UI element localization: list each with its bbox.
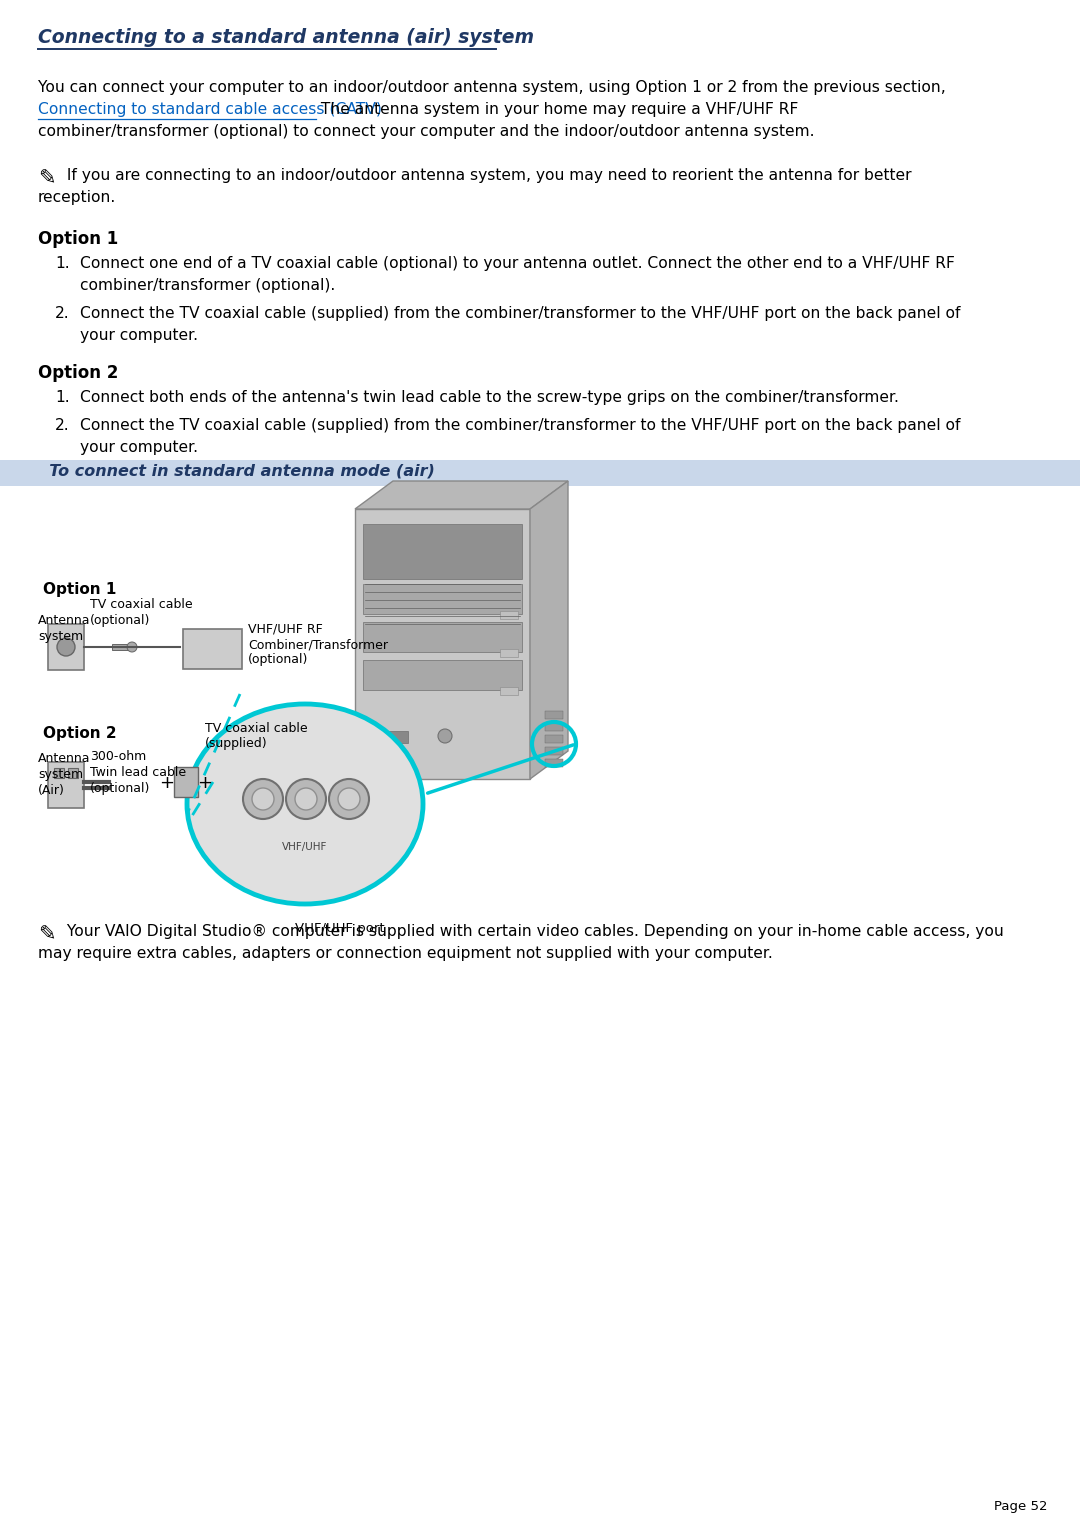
Text: The antenna system in your home may require a VHF/UHF RF: The antenna system in your home may requ… xyxy=(316,102,798,118)
Text: (supplied): (supplied) xyxy=(205,736,268,750)
Circle shape xyxy=(57,639,75,656)
Text: Connecting to standard cable access (CATV): Connecting to standard cable access (CAT… xyxy=(38,102,382,118)
Text: Option 2: Option 2 xyxy=(38,364,119,382)
Text: TV coaxial cable: TV coaxial cable xyxy=(205,723,308,735)
Polygon shape xyxy=(530,481,568,779)
Text: VHF/UHF RF: VHF/UHF RF xyxy=(248,623,323,636)
FancyBboxPatch shape xyxy=(48,623,84,669)
Text: ✎: ✎ xyxy=(38,924,55,944)
Circle shape xyxy=(338,788,360,810)
Text: Combiner/Transformer: Combiner/Transformer xyxy=(248,639,388,651)
Bar xyxy=(545,735,563,743)
Bar xyxy=(355,509,530,779)
Bar xyxy=(363,524,522,579)
Text: your computer.: your computer. xyxy=(80,329,198,342)
Text: reception.: reception. xyxy=(38,189,117,205)
Bar xyxy=(500,611,518,619)
Text: Option 1: Option 1 xyxy=(43,582,117,597)
Text: 1.: 1. xyxy=(55,257,69,270)
Text: 1.: 1. xyxy=(55,390,69,405)
Bar xyxy=(363,584,522,614)
Bar xyxy=(363,730,383,743)
Bar xyxy=(54,769,64,778)
Text: Connect one end of a TV coaxial cable (optional) to your antenna outlet. Connect: Connect one end of a TV coaxial cable (o… xyxy=(80,257,955,270)
Circle shape xyxy=(252,788,274,810)
Text: TV coaxial cable: TV coaxial cable xyxy=(90,597,192,611)
Bar xyxy=(545,723,563,730)
Text: (optional): (optional) xyxy=(248,652,309,666)
Text: VHF/UHF: VHF/UHF xyxy=(282,842,327,853)
Ellipse shape xyxy=(187,704,423,905)
Text: 2.: 2. xyxy=(55,419,69,432)
FancyBboxPatch shape xyxy=(174,767,198,798)
Bar xyxy=(363,660,522,691)
Bar xyxy=(500,688,518,695)
Text: your computer.: your computer. xyxy=(80,440,198,455)
Text: Connect the TV coaxial cable (supplied) from the combiner/transformer to the VHF: Connect the TV coaxial cable (supplied) … xyxy=(80,306,960,321)
Text: Option 2: Option 2 xyxy=(43,726,117,741)
Text: ✎: ✎ xyxy=(38,168,55,188)
Text: system: system xyxy=(38,630,83,643)
Text: Connect both ends of the antenna's twin lead cable to the screw-type grips on th: Connect both ends of the antenna's twin … xyxy=(80,390,899,405)
Circle shape xyxy=(243,779,283,819)
Text: 2.: 2. xyxy=(55,306,69,321)
Bar xyxy=(363,622,522,652)
Bar xyxy=(388,730,408,743)
Bar xyxy=(545,711,563,720)
Circle shape xyxy=(286,779,326,819)
Text: (optional): (optional) xyxy=(90,614,150,626)
Text: (optional): (optional) xyxy=(90,782,150,795)
Text: Option 1: Option 1 xyxy=(38,231,118,248)
FancyBboxPatch shape xyxy=(183,630,242,669)
Bar xyxy=(112,643,132,649)
Text: +: + xyxy=(160,775,175,792)
Text: Connecting to a standard antenna (air) system: Connecting to a standard antenna (air) s… xyxy=(38,28,534,47)
Text: may require extra cables, adapters or connection equipment not supplied with you: may require extra cables, adapters or co… xyxy=(38,946,773,961)
Text: system: system xyxy=(38,769,83,781)
Text: To connect in standard antenna mode (air): To connect in standard antenna mode (air… xyxy=(38,465,435,478)
Text: combiner/transformer (optional) to connect your computer and the indoor/outdoor : combiner/transformer (optional) to conne… xyxy=(38,124,814,139)
Text: Twin lead cable: Twin lead cable xyxy=(90,766,186,779)
Text: VHF/UHF port: VHF/UHF port xyxy=(295,921,384,935)
Polygon shape xyxy=(355,481,568,509)
Bar xyxy=(68,769,78,778)
Text: +: + xyxy=(198,775,213,792)
Text: You can connect your computer to an indoor/outdoor antenna system, using Option : You can connect your computer to an indo… xyxy=(38,79,946,95)
Circle shape xyxy=(127,642,137,652)
Text: Page 52: Page 52 xyxy=(995,1500,1048,1513)
Text: Antenna: Antenna xyxy=(38,614,91,626)
FancyBboxPatch shape xyxy=(48,762,84,808)
Circle shape xyxy=(438,729,453,743)
Text: Connect the TV coaxial cable (supplied) from the combiner/transformer to the VHF: Connect the TV coaxial cable (supplied) … xyxy=(80,419,960,432)
Circle shape xyxy=(329,779,369,819)
Text: Antenna: Antenna xyxy=(38,752,91,766)
Text: combiner/transformer (optional).: combiner/transformer (optional). xyxy=(80,278,335,293)
Circle shape xyxy=(295,788,318,810)
Text: (Air): (Air) xyxy=(38,784,65,798)
Text: If you are connecting to an indoor/outdoor antenna system, you may need to reori: If you are connecting to an indoor/outdo… xyxy=(62,168,912,183)
Bar xyxy=(0,460,1080,486)
Text: 300-ohm: 300-ohm xyxy=(90,750,146,762)
Bar xyxy=(500,649,518,657)
Bar xyxy=(545,747,563,755)
Bar xyxy=(545,759,563,767)
Text: Your VAIO Digital Studio® computer is supplied with certain video cables. Depend: Your VAIO Digital Studio® computer is su… xyxy=(62,924,1003,940)
